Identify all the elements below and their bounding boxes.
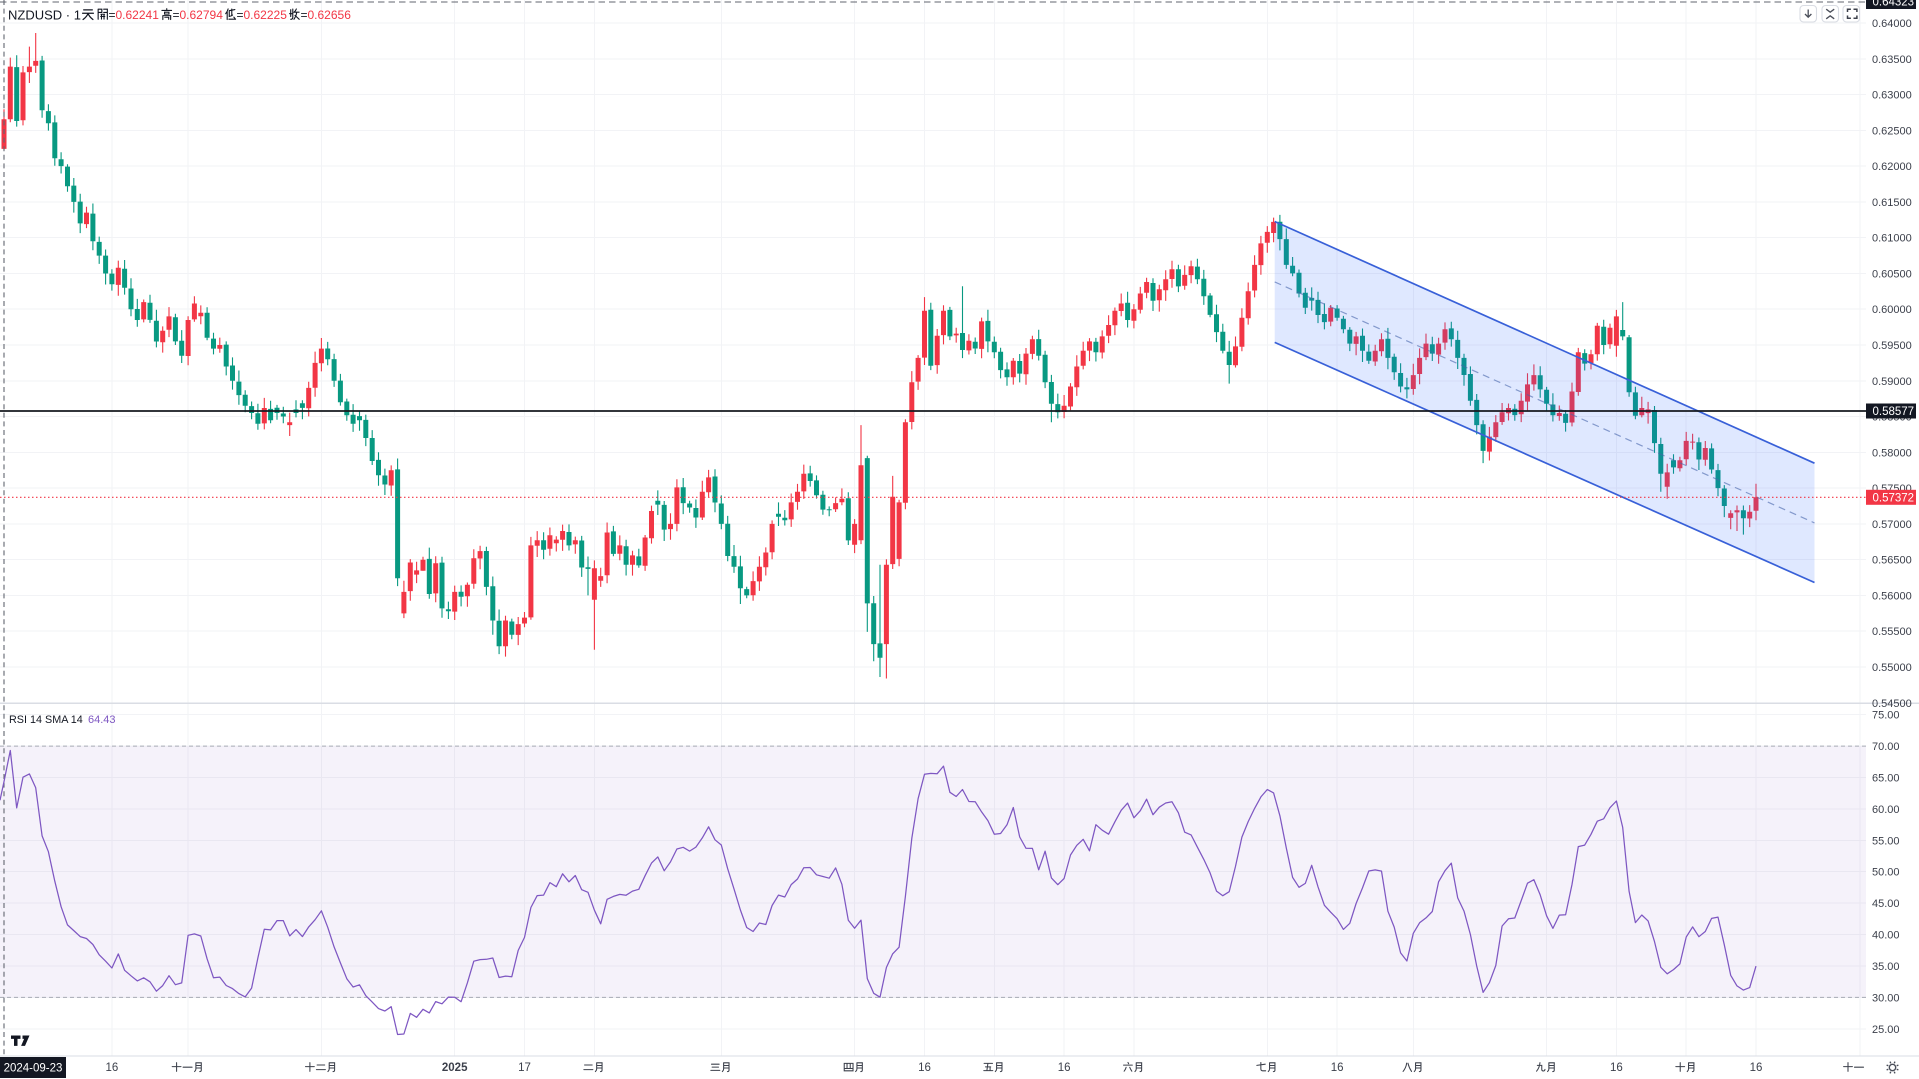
svg-text:0.64323: 0.64323 [1873, 0, 1915, 9]
svg-text:16: 16 [1058, 1062, 1071, 1074]
svg-text:0.60000: 0.60000 [1872, 304, 1912, 316]
svg-text:0.62794: 0.62794 [180, 8, 224, 22]
svg-text:0.60500: 0.60500 [1872, 268, 1912, 280]
svg-text:16: 16 [918, 1062, 931, 1074]
svg-text:16: 16 [1610, 1062, 1623, 1074]
svg-text:35.00: 35.00 [1872, 961, 1900, 973]
svg-text:17: 17 [518, 1062, 531, 1074]
svg-text:0.57372: 0.57372 [1873, 492, 1915, 504]
svg-text:60.00: 60.00 [1872, 804, 1900, 816]
svg-text:0.62000: 0.62000 [1872, 161, 1912, 173]
svg-text:NZDUSD · 1: NZDUSD · 1 [8, 8, 81, 23]
svg-text:0.59000: 0.59000 [1872, 376, 1912, 388]
svg-text:2024-09-23: 2024-09-23 [4, 1063, 63, 1075]
svg-text:0.63500: 0.63500 [1872, 54, 1912, 66]
svg-text:16: 16 [1750, 1062, 1763, 1074]
svg-text:RSI 14 SMA 14: RSI 14 SMA 14 [9, 714, 83, 726]
svg-text:=: = [301, 8, 308, 22]
svg-text:=: = [237, 8, 244, 22]
svg-text:0.58577: 0.58577 [1873, 406, 1915, 418]
svg-text:=: = [109, 8, 116, 22]
svg-text:64.43: 64.43 [88, 714, 116, 726]
svg-text:0.56500: 0.56500 [1872, 555, 1912, 567]
svg-text:65.00: 65.00 [1872, 773, 1900, 785]
svg-text:70.00: 70.00 [1872, 741, 1900, 753]
svg-text:2025: 2025 [442, 1062, 468, 1074]
svg-text:0.54500: 0.54500 [1872, 698, 1912, 710]
svg-text:0.55000: 0.55000 [1872, 662, 1912, 674]
svg-text:25.00: 25.00 [1872, 1024, 1900, 1036]
svg-text:40.00: 40.00 [1872, 930, 1900, 942]
svg-text:16: 16 [106, 1062, 119, 1074]
svg-text:55.00: 55.00 [1872, 835, 1900, 847]
svg-text:16: 16 [1331, 1062, 1344, 1074]
svg-text:0.59500: 0.59500 [1872, 340, 1912, 352]
svg-text:0.62241: 0.62241 [116, 8, 160, 22]
svg-text:0.61500: 0.61500 [1872, 197, 1912, 209]
svg-text:0.58000: 0.58000 [1872, 447, 1912, 459]
svg-text:0.62500: 0.62500 [1872, 125, 1912, 137]
svg-text:75.00: 75.00 [1872, 710, 1900, 722]
svg-text:45.00: 45.00 [1872, 898, 1900, 910]
svg-text:30.00: 30.00 [1872, 992, 1900, 1004]
svg-text:0.55500: 0.55500 [1872, 626, 1912, 638]
svg-text:0.62656: 0.62656 [308, 8, 352, 22]
svg-text:50.00: 50.00 [1872, 867, 1900, 879]
svg-text:0.63000: 0.63000 [1872, 90, 1912, 102]
svg-text:=: = [173, 8, 180, 22]
svg-text:0.61000: 0.61000 [1872, 233, 1912, 245]
svg-text:0.57000: 0.57000 [1872, 519, 1912, 531]
svg-text:0.62225: 0.62225 [244, 8, 288, 22]
svg-text:0.64000: 0.64000 [1872, 18, 1912, 30]
svg-text:0.56000: 0.56000 [1872, 590, 1912, 602]
